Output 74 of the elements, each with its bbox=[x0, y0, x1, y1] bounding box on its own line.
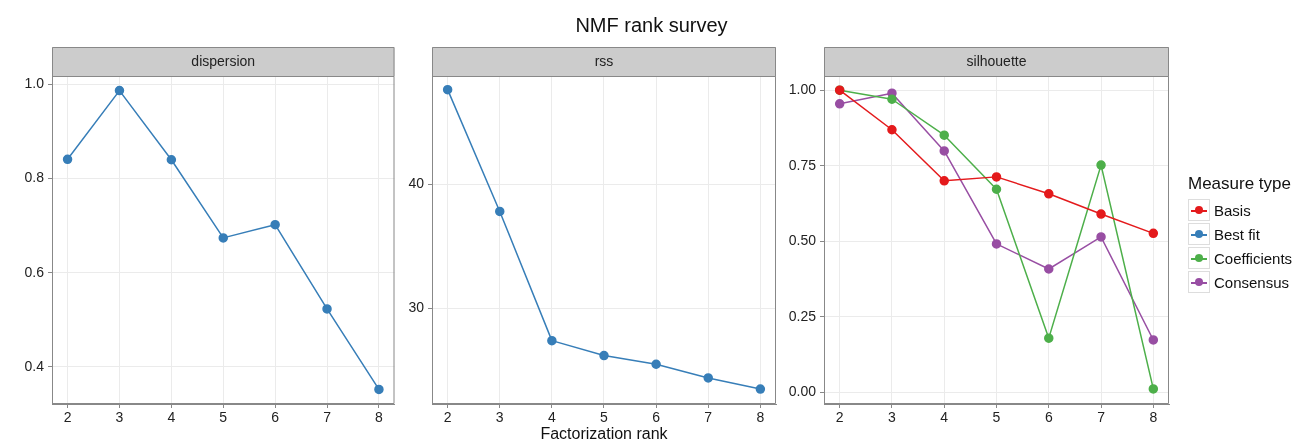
x-tick-label: 3 bbox=[115, 409, 124, 426]
point bbox=[1096, 209, 1106, 219]
x-tick-label: 5 bbox=[600, 409, 609, 426]
point bbox=[547, 335, 557, 346]
x-tick-label: 5 bbox=[992, 409, 1001, 426]
y-tick-label: 30 bbox=[408, 299, 425, 316]
point bbox=[218, 233, 228, 243]
y-tick-label: 0.4 bbox=[24, 357, 45, 374]
y-tick-label: 1.0 bbox=[24, 75, 45, 92]
legend-label: Consensus bbox=[1214, 273, 1290, 291]
point bbox=[939, 146, 949, 156]
point bbox=[1044, 333, 1054, 343]
point bbox=[1096, 160, 1106, 170]
point bbox=[887, 94, 897, 105]
y-tick-label: 0.6 bbox=[24, 263, 45, 280]
point bbox=[599, 350, 609, 361]
legend-label: Coefficients bbox=[1214, 249, 1293, 267]
x-tick-label: 6 bbox=[271, 409, 280, 426]
point bbox=[374, 384, 384, 395]
x-tick-label: 4 bbox=[167, 409, 176, 426]
x-tick-label: 8 bbox=[756, 409, 765, 426]
x-tick-label: 4 bbox=[547, 409, 556, 426]
y-tick-label: 0.75 bbox=[788, 156, 817, 173]
x-tick-label: 4 bbox=[940, 409, 949, 426]
point bbox=[703, 373, 713, 383]
legend-label: Best fit bbox=[1214, 225, 1260, 243]
x-tick-label: 8 bbox=[1149, 409, 1158, 426]
point bbox=[939, 176, 949, 186]
y-tick-label: 40 bbox=[408, 174, 425, 191]
point bbox=[834, 99, 845, 109]
x-tick-label: 3 bbox=[495, 409, 504, 426]
x-tick-label: 6 bbox=[652, 409, 661, 426]
point bbox=[166, 155, 177, 165]
x-tick-label: 5 bbox=[219, 409, 228, 426]
point bbox=[1148, 335, 1159, 345]
point bbox=[991, 172, 1002, 182]
point bbox=[991, 239, 1002, 249]
point bbox=[1096, 232, 1106, 242]
x-tick-label: 2 bbox=[63, 409, 72, 426]
x-tick-label: 8 bbox=[375, 409, 384, 426]
point bbox=[442, 84, 453, 95]
point bbox=[1044, 264, 1054, 274]
x-axis-title: Factorization rank bbox=[540, 424, 669, 442]
point bbox=[322, 304, 332, 314]
y-tick-label: 0.00 bbox=[788, 383, 817, 400]
y-tick-label: 1.00 bbox=[788, 81, 817, 98]
x-tick-label: 3 bbox=[888, 409, 897, 426]
chart-title: rss bbox=[594, 53, 614, 70]
x-tick-label: 7 bbox=[1097, 409, 1106, 426]
point bbox=[939, 130, 949, 140]
point bbox=[495, 206, 505, 217]
y-tick-label: 0.8 bbox=[24, 169, 45, 186]
point bbox=[1148, 228, 1159, 239]
point bbox=[62, 154, 73, 165]
point bbox=[1044, 189, 1054, 199]
chart-title: silhouette bbox=[966, 53, 1027, 70]
point bbox=[270, 219, 280, 230]
chart-title: dispersion bbox=[191, 53, 256, 70]
point bbox=[991, 184, 1002, 195]
point bbox=[887, 125, 897, 135]
legend-title: Measure type bbox=[1188, 174, 1292, 194]
legend-label: Basis bbox=[1214, 201, 1251, 219]
point bbox=[651, 359, 661, 369]
x-tick-label: 7 bbox=[704, 409, 713, 426]
point bbox=[755, 384, 766, 394]
x-tick-label: 7 bbox=[323, 409, 332, 426]
y-tick-label: 0.25 bbox=[788, 307, 817, 324]
text: NMF rank survey bbox=[574, 14, 729, 37]
point bbox=[1148, 384, 1159, 394]
x-tick-label: 6 bbox=[1044, 409, 1053, 426]
x-tick-label: 2 bbox=[835, 409, 844, 426]
x-tick-label: 2 bbox=[443, 409, 452, 426]
point bbox=[114, 85, 125, 96]
y-tick-label: 0.50 bbox=[788, 232, 817, 249]
